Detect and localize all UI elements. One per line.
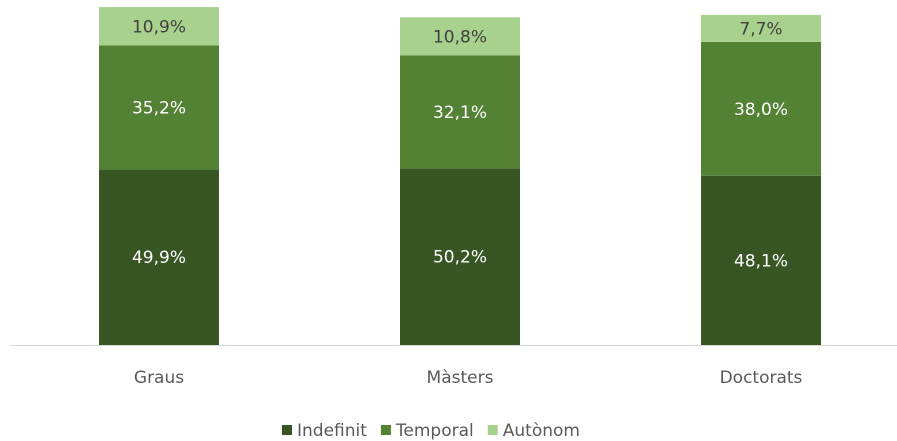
x-tick-label: Màsters: [427, 368, 494, 388]
bar-segment: [99, 45, 219, 170]
data-label: 38,0%: [734, 100, 788, 120]
data-label: 49,9%: [132, 248, 186, 268]
data-label: 32,1%: [433, 103, 487, 123]
x-tick-label: Graus: [134, 368, 184, 388]
legend-swatch: [487, 425, 498, 435]
data-label: 7,7%: [739, 19, 782, 39]
bar-segment: [701, 41, 821, 176]
x-tick-label: Doctorats: [720, 368, 803, 388]
data-label: 10,8%: [433, 27, 487, 47]
legend-swatch: [380, 425, 391, 435]
legend-label: Autònom: [503, 421, 580, 441]
bar-segment: [99, 7, 219, 46]
bar-segment: [400, 168, 520, 345]
legend-swatch: [282, 425, 292, 435]
bar-segment: [400, 55, 520, 169]
bar-segment: [701, 175, 821, 345]
data-label: 10,9%: [132, 17, 186, 37]
bar-segment: [99, 169, 219, 345]
data-label: 50,2%: [433, 248, 487, 268]
data-label: 48,1%: [734, 251, 788, 271]
legend-label: Indefinit: [297, 421, 367, 441]
legend-label: Temporal: [395, 421, 474, 441]
data-label: 35,2%: [132, 98, 186, 118]
bar-segment: [400, 17, 520, 56]
bar-segment: [701, 14, 821, 42]
